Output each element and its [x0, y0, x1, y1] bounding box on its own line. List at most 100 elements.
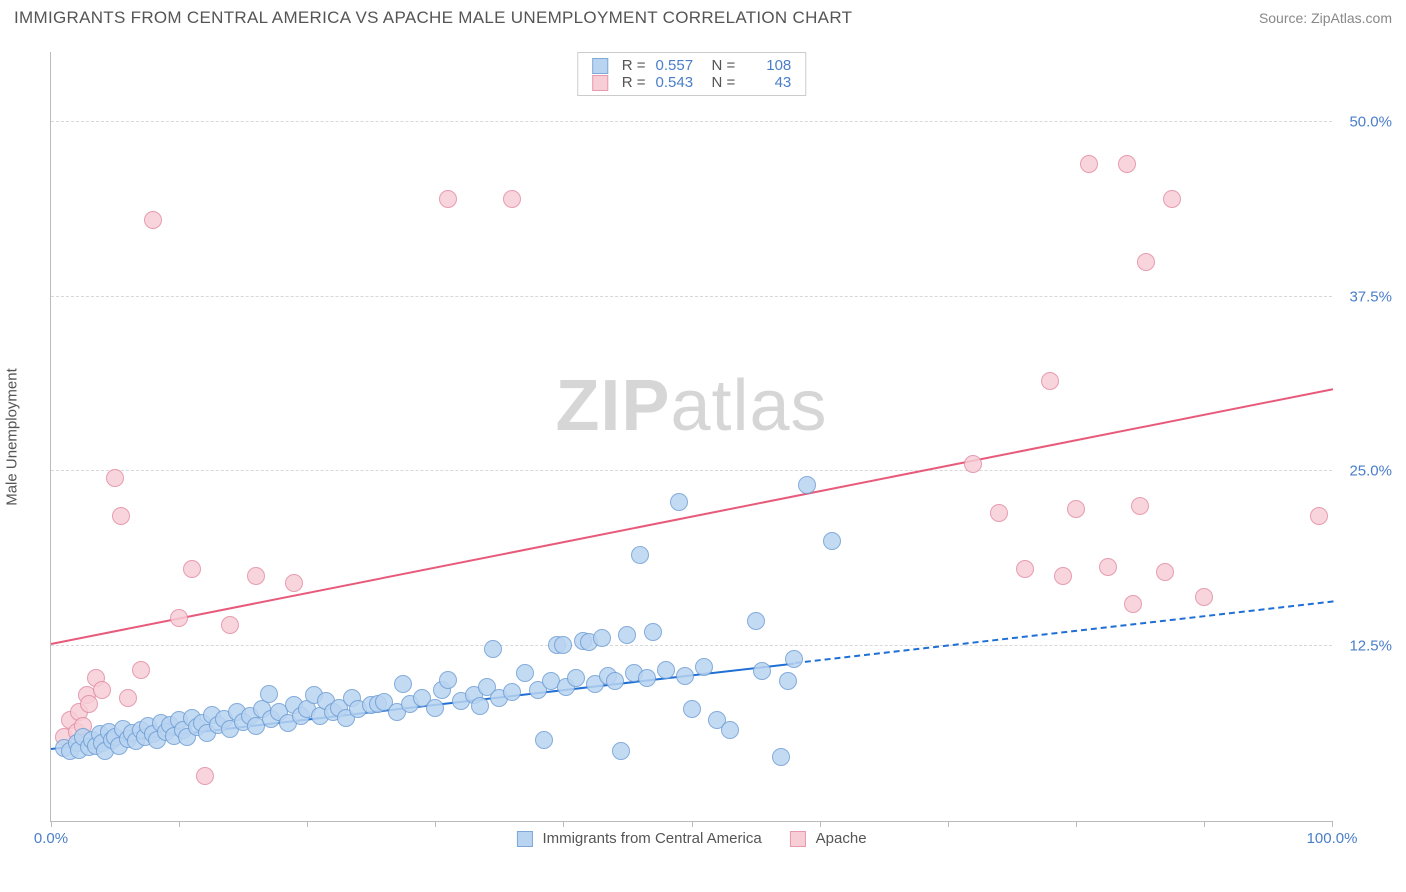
x-tick — [563, 821, 564, 827]
scatter-point — [93, 681, 111, 699]
scatter-point — [964, 455, 982, 473]
scatter-point — [638, 669, 656, 687]
scatter-point — [503, 190, 521, 208]
legend-swatch — [790, 831, 806, 847]
scatter-point — [535, 731, 553, 749]
scatter-point — [144, 211, 162, 229]
scatter-point — [1124, 595, 1142, 613]
y-tick-label: 12.5% — [1337, 638, 1392, 655]
gridline — [51, 296, 1332, 297]
legend-swatch — [592, 58, 608, 74]
scatter-point — [285, 574, 303, 592]
legend-stat-row: R = 0.557 N = 108 — [592, 57, 792, 74]
scatter-point — [1067, 500, 1085, 518]
trend-line — [794, 601, 1333, 665]
scatter-point — [1080, 155, 1098, 173]
scatter-point — [426, 699, 444, 717]
x-tick — [179, 821, 180, 827]
legend-n-value: 108 — [745, 57, 791, 74]
scatter-point — [644, 623, 662, 641]
legend-r-label: R = — [622, 74, 646, 91]
scatter-point — [772, 748, 790, 766]
scatter-point — [593, 629, 611, 647]
scatter-point — [695, 658, 713, 676]
scatter-point — [471, 697, 489, 715]
legend-series-label: Immigrants from Central America — [542, 830, 761, 847]
scatter-point — [1016, 560, 1034, 578]
legend-n-label: N = — [712, 57, 736, 74]
scatter-point — [785, 650, 803, 668]
x-tick — [435, 821, 436, 827]
scatter-point — [1156, 563, 1174, 581]
gridline — [51, 470, 1332, 471]
scatter-point — [990, 504, 1008, 522]
x-tick — [820, 821, 821, 827]
x-tick — [948, 821, 949, 827]
x-tick — [1332, 821, 1333, 827]
scatter-point — [618, 626, 636, 644]
scatter-point — [106, 469, 124, 487]
scatter-point — [798, 476, 816, 494]
scatter-point — [1099, 558, 1117, 576]
legend-r-label: R = — [622, 57, 646, 74]
legend-series: Immigrants from Central America Apache — [510, 830, 872, 847]
scatter-point — [196, 767, 214, 785]
y-tick-label: 25.0% — [1337, 463, 1392, 480]
scatter-point — [260, 685, 278, 703]
legend-series-item: Apache — [790, 830, 867, 847]
x-tick — [692, 821, 693, 827]
scatter-point — [1137, 253, 1155, 271]
scatter-point — [1041, 372, 1059, 390]
legend-stats: R = 0.557 N = 108 R = 0.543 N = 43 — [577, 52, 807, 96]
scatter-point — [670, 493, 688, 511]
x-tick — [1076, 821, 1077, 827]
scatter-point — [439, 671, 457, 689]
scatter-point — [606, 672, 624, 690]
x-tick-label: 100.0% — [1302, 830, 1362, 847]
scatter-point — [119, 689, 137, 707]
scatter-point — [170, 609, 188, 627]
scatter-point — [1131, 497, 1149, 515]
x-tick — [51, 821, 52, 827]
legend-r-value: 0.543 — [656, 74, 702, 91]
legend-r-value: 0.557 — [656, 57, 702, 74]
scatter-point — [1054, 567, 1072, 585]
scatter-point — [823, 532, 841, 550]
scatter-point — [503, 683, 521, 701]
scatter-point — [612, 742, 630, 760]
gridline — [51, 121, 1332, 122]
legend-n-label: N = — [712, 74, 736, 91]
scatter-point — [747, 612, 765, 630]
legend-swatch — [516, 831, 532, 847]
x-tick — [307, 821, 308, 827]
scatter-point — [676, 667, 694, 685]
x-tick-label: 0.0% — [21, 830, 81, 847]
legend-series-item: Immigrants from Central America — [516, 830, 761, 847]
scatter-point — [631, 546, 649, 564]
legend-n-value: 43 — [745, 74, 791, 91]
scatter-point — [394, 675, 412, 693]
scatter-point — [753, 662, 771, 680]
scatter-point — [683, 700, 701, 718]
scatter-point — [1118, 155, 1136, 173]
legend-swatch — [592, 75, 608, 91]
scatter-point — [721, 721, 739, 739]
scatter-point — [1310, 507, 1328, 525]
gridline — [51, 645, 1332, 646]
y-tick-label: 37.5% — [1337, 288, 1392, 305]
scatter-point — [1195, 588, 1213, 606]
scatter-point — [554, 636, 572, 654]
scatter-point — [779, 672, 797, 690]
scatter-point — [221, 616, 239, 634]
scatter-point — [80, 695, 98, 713]
y-tick-label: 50.0% — [1337, 113, 1392, 130]
watermark: ZIPatlas — [555, 365, 827, 447]
scatter-point — [516, 664, 534, 682]
source-label: Source: ZipAtlas.com — [1259, 10, 1392, 26]
scatter-point — [247, 567, 265, 585]
scatter-point — [1163, 190, 1181, 208]
scatter-point — [567, 669, 585, 687]
chart-title: IMMIGRANTS FROM CENTRAL AMERICA VS APACH… — [14, 8, 852, 28]
scatter-point — [112, 507, 130, 525]
scatter-point — [132, 661, 150, 679]
